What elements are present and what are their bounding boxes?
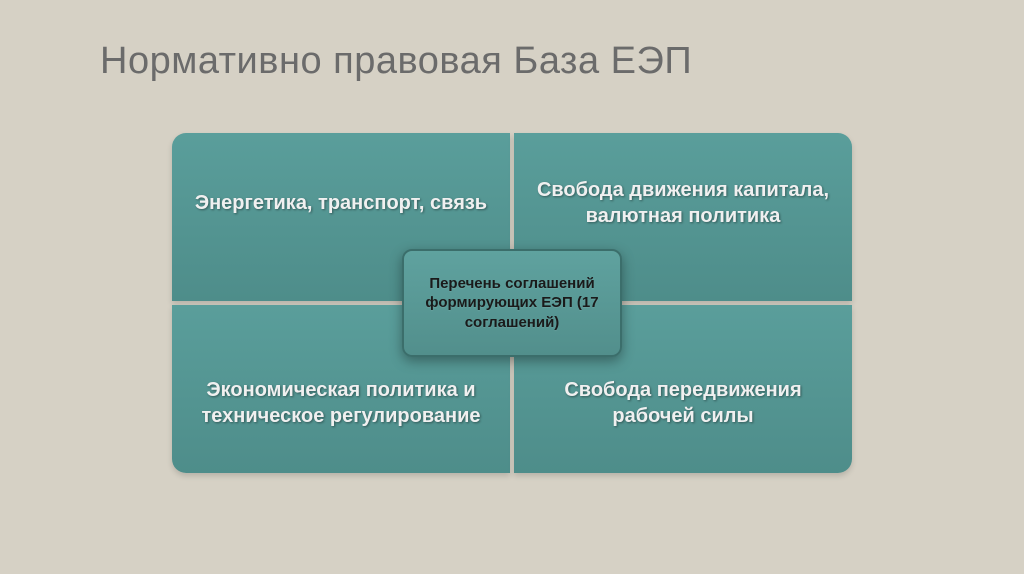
quad-diagram: Энергетика, транспорт, связь Свобода дви… [172, 133, 852, 473]
quad-top-left-label: Энергетика, транспорт, связь [195, 190, 487, 216]
quad-bottom-right-label: Свобода передвижения рабочей силы [532, 377, 834, 429]
slide-title: Нормативно правовая База ЕЭП [0, 0, 1024, 83]
slide-title-text: Нормативно правовая База ЕЭП [100, 40, 692, 82]
center-box: Перечень соглашений формирующих ЕЭП (17 … [402, 249, 622, 357]
center-box-label: Перечень соглашений формирующих ЕЭП (17 … [412, 274, 612, 333]
quad-top-right-label: Свобода движения капитала, валютная поли… [532, 177, 834, 229]
quad-bottom-left-label: Экономическая политика и техническое рег… [190, 377, 492, 429]
